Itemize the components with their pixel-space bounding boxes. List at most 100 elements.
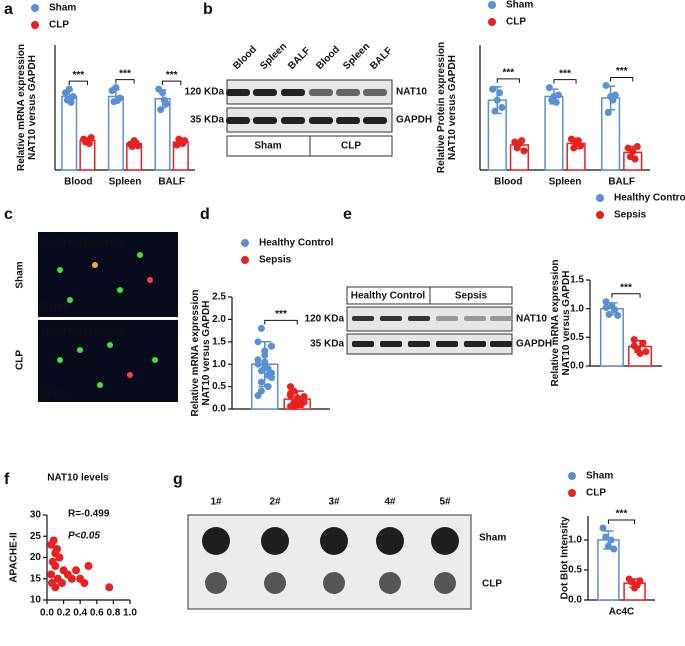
y-tick-label: 0.5 — [212, 381, 226, 392]
data-point — [611, 91, 619, 99]
band — [336, 117, 360, 124]
data-point — [630, 342, 638, 350]
cell — [127, 372, 133, 378]
panel-letter: a — [4, 1, 13, 18]
data-point — [493, 96, 501, 104]
panel-letter: g — [173, 471, 183, 488]
data-point — [162, 100, 170, 108]
data-point — [47, 579, 56, 587]
row-label: CLP — [15, 350, 26, 370]
data-point — [555, 91, 563, 99]
y-axis-label: Dot Blot Intensity — [560, 516, 571, 599]
y-axis-label: APACHE-II — [9, 532, 20, 583]
band — [281, 89, 305, 96]
x-tick-label: Blood — [64, 177, 92, 188]
data-point — [84, 562, 93, 570]
dot — [434, 572, 456, 594]
data-point — [607, 536, 615, 544]
data-point — [631, 155, 639, 163]
cell — [147, 277, 153, 283]
x-tick-label: Blood — [494, 177, 522, 188]
data-point — [611, 306, 619, 314]
sample-label: 2# — [269, 497, 281, 508]
data-point — [605, 310, 613, 318]
sig-label: *** — [502, 68, 514, 79]
annotation: P<0.05 — [68, 531, 100, 542]
data-point — [599, 524, 607, 532]
band — [490, 341, 512, 347]
y-axis-label: Relative mRNA expression — [550, 260, 561, 387]
cell — [97, 382, 103, 388]
cell — [92, 262, 98, 268]
band — [309, 89, 333, 96]
sig-bracket — [607, 519, 636, 524]
y-tick-label: 1.0 — [568, 535, 582, 546]
band — [253, 89, 277, 96]
y-axis-label: NAT10 versus GAPDH — [561, 271, 572, 376]
band — [436, 341, 458, 347]
data-point — [69, 92, 77, 100]
data-point — [181, 137, 189, 145]
stain-label: DAPI — [42, 327, 66, 338]
band — [352, 341, 374, 347]
legend-marker — [568, 489, 576, 497]
dot — [379, 572, 401, 594]
data-point — [602, 298, 610, 306]
cell — [107, 342, 113, 348]
data-point — [604, 109, 612, 117]
band — [226, 89, 250, 96]
y-tick-label: 0.0 — [568, 595, 582, 606]
group-label: CLP — [341, 141, 361, 152]
data-point — [72, 566, 81, 575]
sig-bracket — [162, 80, 182, 86]
band — [336, 89, 360, 96]
stain-label: Ly6G — [99, 238, 124, 249]
y-tick-label: 1.5 — [570, 275, 584, 286]
data-point — [496, 89, 504, 97]
stain-label: NAT10 — [68, 238, 99, 249]
legend-label: Sham — [49, 3, 76, 14]
data-point — [545, 84, 553, 92]
data-point — [51, 562, 60, 570]
x-tick-label: 0.0 — [40, 608, 54, 619]
data-point — [628, 578, 636, 586]
cell — [57, 357, 63, 363]
y-tick-label: 0.5 — [570, 332, 584, 343]
marker-label: 120 KDa — [305, 314, 345, 325]
data-point — [520, 147, 528, 155]
data-point — [639, 339, 647, 347]
row-label: Sham — [479, 533, 506, 544]
dot — [264, 572, 286, 594]
x-tick-label: BALF — [608, 177, 635, 188]
legend-marker — [488, 18, 496, 26]
x-tick-label: Spleen — [549, 177, 582, 188]
band — [380, 316, 402, 321]
bar — [107, 95, 124, 171]
marker-label: 35 KDa — [310, 339, 344, 350]
data-point — [498, 104, 506, 111]
data-point — [577, 142, 585, 150]
sig-bracket — [68, 80, 88, 86]
data-point — [602, 304, 610, 312]
band — [363, 117, 387, 124]
data-point — [254, 356, 262, 364]
band — [226, 117, 250, 124]
lane-label: Blood — [231, 44, 259, 72]
y-axis-label: NAT10 versus GAPDH — [27, 55, 38, 160]
legend-label: Sepsis — [259, 255, 292, 266]
data-point — [49, 536, 58, 545]
cell — [67, 297, 73, 303]
marker-label: 120 KDa — [185, 87, 225, 98]
sig-bracket — [610, 76, 634, 82]
x-tick-label: 0.8 — [106, 608, 120, 619]
data-point — [134, 142, 142, 150]
cell — [77, 347, 83, 353]
sig-label: *** — [620, 282, 632, 293]
x-tick-label: Spleen — [109, 177, 142, 188]
cell — [137, 252, 143, 258]
band — [281, 117, 305, 124]
legend-marker — [31, 4, 39, 12]
y-tick-label: 2.5 — [212, 292, 226, 303]
data-point — [489, 85, 497, 93]
